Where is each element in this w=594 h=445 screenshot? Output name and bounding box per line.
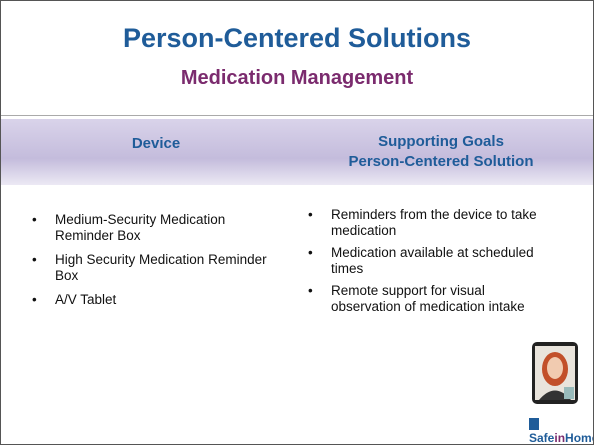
bullet-item: A/V Tablet [28,292,273,308]
bullet-item: Remote support for visual observation of… [304,283,539,315]
column-header-line: Person-Centered Solution [348,153,534,170]
bullet-item: High Security Medication Reminder Box [28,252,273,284]
tablet-image [532,342,578,404]
device-list: Medium-Security Medication Reminder Box H… [28,212,273,316]
logo: SafeinHome [529,417,593,445]
logo-text: in [554,431,566,445]
goals-list: Reminders from the device to take medica… [304,207,539,321]
title: Person-Centered Solutions [122,23,472,53]
logo-text: Home [565,431,593,445]
bullet-item: Medium-Security Medication Reminder Box [28,212,273,244]
subtitle: Medication Management [180,67,414,89]
header-band [1,119,593,185]
column-header: Supporting Goals Person-Centered Solution [311,132,571,172]
bullet-item: Reminders from the device to take medica… [304,207,539,239]
logo-text: Safe [529,431,555,445]
bullet-item: Medication available at scheduled times [304,245,539,277]
divider [1,115,593,116]
column-header-line: Device [131,135,181,152]
column-header-line: Supporting Goals [378,133,504,150]
column-header: Device [41,134,271,154]
